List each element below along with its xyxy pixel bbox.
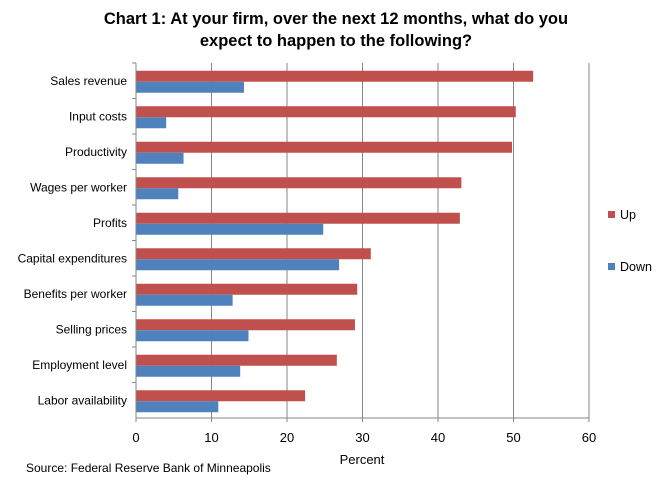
bar-up [136,354,337,366]
x-tick-label: 20 [280,430,294,445]
bar-down [136,117,167,129]
category-label: Capital expenditures [18,251,127,265]
bar-down [136,81,244,93]
legend-label: Down [620,260,652,274]
bar-up [136,106,516,118]
bar-up [136,177,462,189]
category-label: Benefits per worker [24,287,127,301]
category-label: Profits [93,216,127,230]
x-tick-label: 0 [132,430,139,445]
bar-up [136,390,306,402]
category-label: Selling prices [56,322,127,336]
bar-down [136,330,249,342]
legend-swatch [608,263,615,270]
bar-up [136,248,371,260]
x-tick-label: 10 [204,430,218,445]
category-label: Sales revenue [50,74,127,88]
legend-label: Up [620,208,636,222]
bar-down [136,152,184,164]
category-label: Labor availability [38,393,127,407]
bar-up [136,212,460,224]
bar-up [136,319,355,331]
bars [136,70,534,413]
bar-down [136,401,219,413]
category-label: Productivity [65,145,127,159]
bar-down [136,259,340,271]
chart-title-line-2: expect to happen to the following? [199,32,473,50]
x-tick-label: 50 [506,430,520,445]
bar-up [136,70,534,82]
x-tick-label: 30 [355,430,369,445]
bar-up [136,283,358,295]
bar-down [136,365,241,377]
chart-title: Chart 1: At your firm, over the next 12 … [0,8,672,52]
x-tick-labels: 0 10 20 30 40 50 60 [132,430,596,445]
chart-title-line-1: Chart 1: At your firm, over the next 12 … [103,10,569,28]
legend-swatch [608,211,615,218]
bar-down [136,188,179,200]
category-label: Employment level [32,358,127,372]
legend: Up Down [608,208,652,274]
x-tick-label: 40 [431,430,445,445]
x-axis-title: Percent [340,452,385,467]
bar-up [136,141,512,153]
source-note: Source: Federal Reserve Bank of Minneapo… [26,461,271,475]
category-label: Input costs [69,109,127,123]
category-labels: Sales revenue Input costs Productivity Wage… [18,74,128,408]
bar-down [136,223,324,235]
category-label: Wages per worker [30,180,127,194]
bar-down [136,294,233,306]
axes [132,62,590,422]
x-tick-label: 60 [582,430,596,445]
